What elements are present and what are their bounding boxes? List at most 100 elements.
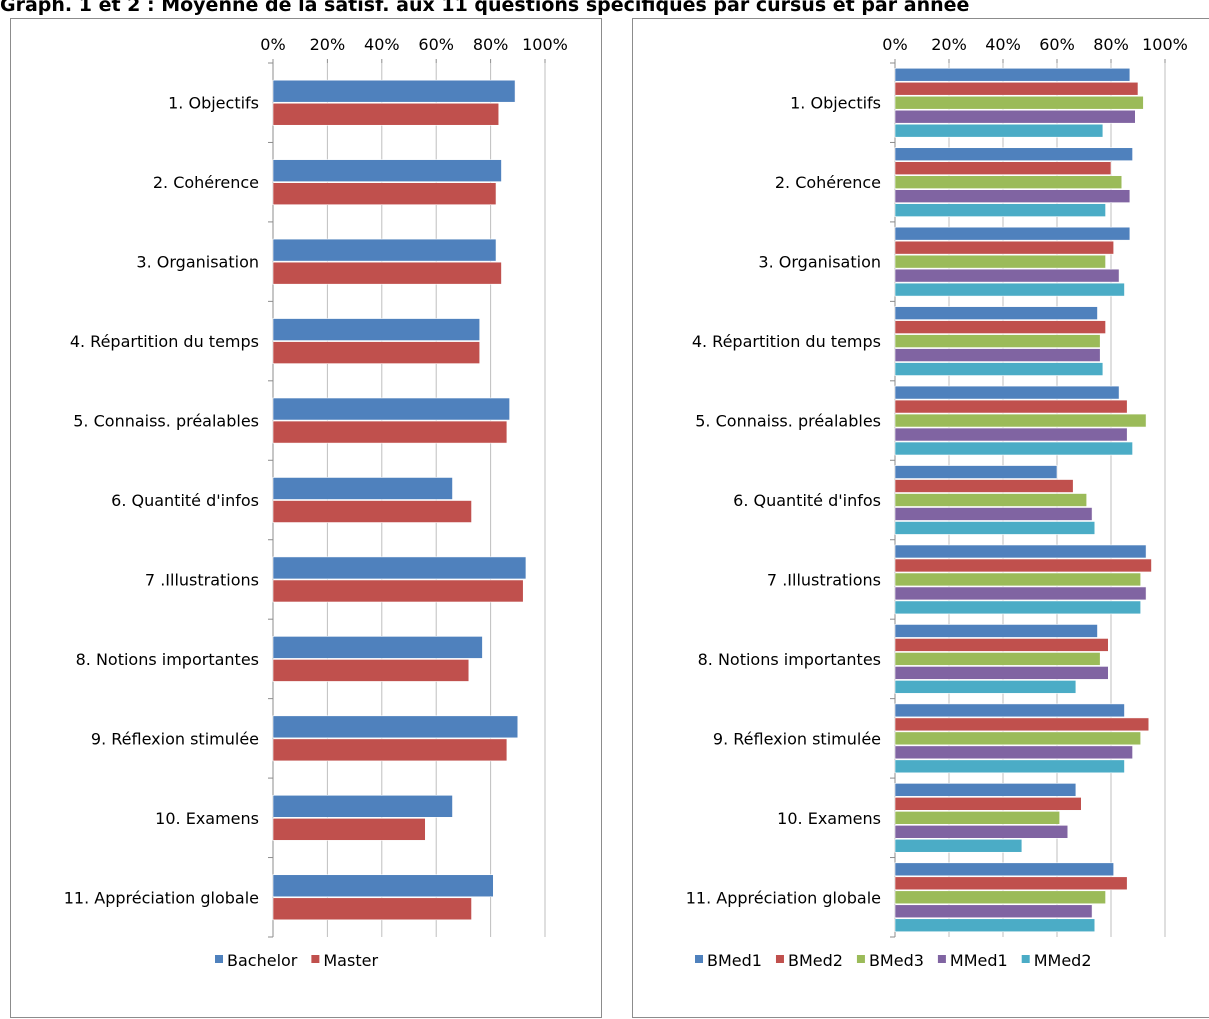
- bar-mmed2: [894, 918, 1096, 933]
- x-tick-label: 0%: [882, 35, 907, 54]
- bar-mmed1: [894, 745, 1133, 760]
- bar-bmed1: [894, 465, 1058, 479]
- legend-swatch-bachelor: [215, 955, 223, 963]
- bar-bmed1: [894, 306, 1098, 320]
- bar-bmed2: [894, 558, 1152, 573]
- bar-mmed2: [894, 203, 1106, 217]
- legend-label-mmed1: MMed1: [950, 951, 1008, 970]
- legend-label-mmed2: MMed2: [1034, 951, 1092, 970]
- category-label: 6. Quantité d'infos: [733, 491, 881, 510]
- x-tick-label: 20%: [931, 35, 967, 54]
- bar-mmed2: [894, 838, 1023, 853]
- bar-bmed3: [894, 493, 1087, 507]
- x-tick-label: 60%: [418, 35, 454, 54]
- category-label: 10. Examens: [155, 809, 259, 828]
- x-tick-label: 100%: [1142, 35, 1188, 54]
- category-label: 7 .Illustrations: [145, 570, 259, 589]
- category-label: 7 .Illustrations: [767, 570, 881, 589]
- bar-master: [272, 500, 472, 523]
- bar-bachelor: [272, 397, 510, 421]
- bar-bmed1: [894, 385, 1120, 400]
- bar-bachelor: [272, 556, 527, 580]
- x-tick-label: 60%: [1039, 35, 1075, 54]
- bar-bachelor: [272, 636, 483, 659]
- bar-mmed1: [894, 904, 1093, 919]
- x-tick-label: 40%: [985, 35, 1021, 54]
- bar-bmed3: [894, 652, 1101, 666]
- chart-by-year: 0% 20% 40% 60% 80% 100% 1. Objectifs 2. Cohéren…: [632, 18, 1209, 1018]
- bar-mmed1: [894, 825, 1069, 839]
- bar-master: [272, 659, 470, 682]
- x-tick-label: 40%: [364, 35, 400, 54]
- bar-bmed3: [894, 254, 1106, 269]
- bar-bachelor: [272, 874, 494, 898]
- bar-bachelor: [272, 477, 453, 500]
- category-label: 5. Connaiss. préalables: [73, 412, 259, 431]
- bar-mmed1: [894, 189, 1131, 203]
- bar-bmed3: [894, 175, 1123, 189]
- bar-master: [272, 818, 426, 841]
- bar-master: [272, 341, 481, 364]
- bar-bmed2: [894, 81, 1139, 96]
- x-tick-label: 80%: [1093, 35, 1129, 54]
- bar-bmed1: [894, 67, 1131, 82]
- bar-bmed3: [894, 572, 1141, 587]
- bar-bachelor: [272, 238, 497, 262]
- bar-master: [272, 738, 508, 762]
- category-label: 4. Répartition du temps: [70, 332, 259, 351]
- category-label: 2. Cohérence: [775, 173, 881, 192]
- legend-label-bachelor: Bachelor: [227, 951, 298, 970]
- bar-bmed1: [894, 862, 1114, 877]
- chart-svg-by-year: 0% 20% 40% 60% 80% 100% 1. Objectifs 2. Cohéren…: [686, 35, 1188, 970]
- legend-swatch-bmed2: [775, 955, 784, 963]
- category-label: 5. Connaiss. préalables: [695, 412, 881, 431]
- bar-bmed2: [894, 320, 1106, 334]
- bar-mmed2: [894, 123, 1104, 138]
- category-label: 9. Réflexion stimulée: [713, 729, 881, 748]
- bar-bmed1: [894, 226, 1131, 241]
- bar-bmed2: [894, 876, 1128, 891]
- legend-label-bmed2: BMed2: [788, 951, 843, 970]
- bar-mmed1: [894, 666, 1109, 680]
- x-tick-label: 100%: [522, 35, 568, 54]
- bar-bmed3: [894, 95, 1144, 110]
- bar-bmed1: [894, 544, 1147, 559]
- bar-bmed2: [894, 638, 1109, 652]
- category-label: 9. Réflexion stimulée: [91, 729, 259, 748]
- bar-master: [272, 182, 497, 206]
- legend-swatch-bmed3: [856, 955, 865, 963]
- bar-bmed3: [894, 334, 1101, 348]
- bar-mmed1: [894, 507, 1093, 521]
- bar-master: [272, 261, 502, 285]
- category-label: 3. Organisation: [758, 253, 881, 272]
- category-label: 8. Notions importantes: [698, 650, 881, 669]
- legend-label-bmed1: BMed1: [707, 951, 762, 970]
- bar-bachelor: [272, 79, 516, 103]
- legend-swatch-bmed1: [695, 955, 703, 963]
- x-tick-label: 80%: [473, 35, 509, 54]
- category-label: 4. Répartition du temps: [692, 332, 881, 351]
- category-label: 8. Notions importantes: [76, 650, 259, 669]
- category-label: 1. Objectifs: [168, 94, 259, 113]
- category-label: 11. Appréciation globale: [64, 888, 259, 907]
- bar-bmed2: [894, 797, 1082, 811]
- legend-label-master: Master: [323, 951, 378, 970]
- category-label: 2. Cohérence: [153, 173, 259, 192]
- bar-bmed2: [894, 399, 1128, 414]
- bar-mmed2: [894, 441, 1133, 456]
- bar-bmed1: [894, 147, 1133, 162]
- x-tick-label: 20%: [310, 35, 346, 54]
- bar-bachelor: [272, 318, 481, 341]
- page-title: Graph. 1 et 2 : Moyenne de la satisf. au…: [0, 0, 970, 16]
- category-label: 10. Examens: [777, 809, 881, 828]
- category-label: 1. Objectifs: [790, 94, 881, 113]
- bar-bachelor: [272, 794, 453, 818]
- bar-mmed2: [894, 600, 1141, 615]
- bar-bachelor: [272, 159, 502, 182]
- bar-bmed3: [894, 413, 1147, 428]
- legend-label-bmed3: BMed3: [869, 951, 924, 970]
- category-label: 3. Organisation: [136, 253, 259, 272]
- bar-bmed1: [894, 783, 1077, 797]
- bar-mmed2: [894, 759, 1125, 774]
- legend-swatch-mmed2: [1021, 955, 1030, 963]
